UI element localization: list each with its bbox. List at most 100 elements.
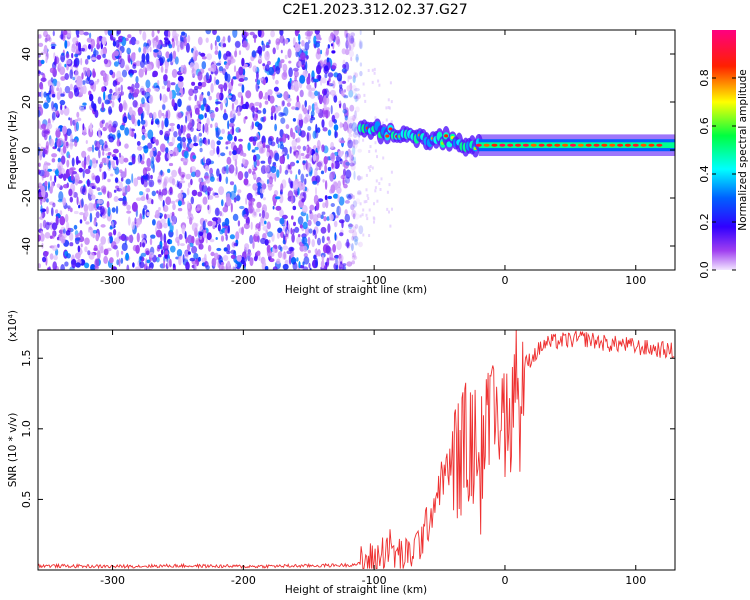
heatmap-noise-cell	[56, 81, 61, 88]
heatmap-noise-cell	[282, 63, 288, 72]
heatmap-noise-cell	[294, 30, 299, 37]
heatmap-noise-cell	[124, 127, 130, 136]
heatmap-x-tick-label: 100	[625, 274, 646, 287]
heatmap-noise-cell	[155, 209, 160, 219]
heatmap-noise-cell	[228, 150, 232, 156]
heatmap-noise-cell	[330, 257, 336, 261]
heatmap-noise-cell	[274, 196, 281, 200]
heatmap-signal-cell	[515, 143, 522, 147]
heatmap-noise-cell	[267, 231, 273, 238]
heatmap-noise-cell	[239, 205, 245, 210]
heatmap-noise-cell	[282, 133, 287, 144]
heatmap-noise-cell	[359, 62, 363, 67]
heatmap-noise-cell	[299, 89, 304, 98]
heatmap-noise-cell	[163, 233, 167, 243]
heatmap-noise-cell	[243, 265, 246, 270]
heatmap-noise-cell	[189, 217, 193, 225]
heatmap-noise-cell	[226, 95, 232, 99]
heatmap-noise-cell	[227, 267, 233, 270]
heatmap-noise-cell	[72, 76, 76, 81]
heatmap-noise-cell	[127, 216, 131, 226]
heatmap-noise-cell	[167, 58, 170, 63]
heatmap-noise-cell	[305, 173, 309, 178]
heatmap-noise-cell	[371, 80, 374, 84]
heatmap-noise-cell	[88, 187, 92, 194]
heatmap-noise-cell	[280, 183, 284, 193]
heatmap-noise-cell	[209, 238, 215, 243]
heatmap-noise-cell	[186, 105, 191, 112]
heatmap-noise-cell	[304, 41, 310, 51]
heatmap-noise-cell	[312, 130, 317, 139]
heatmap-noise-cell	[354, 224, 359, 229]
heatmap-noise-cell	[223, 247, 228, 252]
heatmap-noise-cell	[362, 138, 365, 142]
heatmap-noise-cell	[326, 80, 330, 86]
heatmap-noise-cell	[165, 110, 169, 119]
heatmap-noise-cell	[175, 228, 179, 238]
heatmap-noise-cell	[146, 266, 149, 270]
heatmap-noise-cell	[137, 154, 141, 165]
heatmap-noise-cell	[58, 62, 62, 69]
heatmap-noise-cell	[359, 70, 363, 77]
heatmap-noise-cell	[227, 260, 231, 268]
heatmap-noise-cell	[96, 78, 100, 83]
heatmap-noise-cell	[227, 88, 232, 95]
heatmap-noise-cell	[376, 155, 378, 159]
heatmap-noise-cell	[108, 232, 113, 237]
heatmap-noise-cell	[51, 90, 55, 94]
heatmap-noise-cell	[252, 183, 258, 191]
heatmap-noise-cell	[314, 90, 319, 97]
heatmap-noise-cell	[294, 75, 297, 82]
heatmap-noise-cell	[122, 116, 128, 124]
heatmap-noise-cell	[183, 150, 189, 159]
heatmap-noise-cell	[363, 200, 366, 204]
heatmap-noise-cell	[341, 68, 347, 73]
heatmap-noise-cell	[109, 257, 114, 264]
heatmap-noise-cell	[38, 119, 41, 129]
heatmap-noise-cell	[203, 175, 209, 179]
heatmap-noise-cell	[148, 179, 155, 188]
heatmap-noise-cell	[185, 115, 188, 124]
heatmap-noise-cell	[327, 195, 332, 200]
heatmap-noise-cell	[221, 166, 227, 175]
heatmap-noise-cell	[134, 132, 137, 139]
heatmap-noise-cell	[177, 79, 184, 89]
heatmap-noise-cell	[227, 120, 230, 130]
heatmap-noise-cell	[226, 156, 232, 165]
heatmap-noise-cell	[57, 243, 60, 248]
heatmap-noise-cell	[84, 246, 88, 253]
heatmap-x-tick-label: 0	[501, 274, 508, 287]
heatmap-signal-cell	[483, 143, 490, 147]
heatmap-noise-cell	[338, 100, 341, 105]
heatmap-noise-cell	[349, 150, 354, 159]
colorbar-tick-label: 0.6	[698, 117, 711, 135]
heatmap-noise-cell	[291, 196, 294, 204]
heatmap-noise-cell	[90, 264, 96, 270]
heatmap-noise-cell	[189, 242, 194, 248]
heatmap-noise-cell	[70, 173, 74, 182]
heatmap-noise-cell	[190, 166, 196, 172]
heatmap-noise-cell	[62, 173, 67, 181]
heatmap-noise-cell	[222, 221, 225, 227]
heatmap-noise-cell	[346, 261, 353, 267]
heatmap-noise-cell	[164, 244, 169, 249]
heatmap-noise-cell	[135, 76, 139, 84]
heatmap-noise-cell	[248, 205, 254, 214]
heatmap-noise-cell	[320, 260, 325, 269]
heatmap-noise-cell	[153, 37, 157, 41]
heatmap-noise-cell	[315, 257, 318, 268]
heatmap-noise-cell	[201, 61, 207, 70]
heatmap-noise-cell	[161, 112, 165, 117]
heatmap-noise-cell	[252, 34, 258, 39]
heatmap-noise-cell	[214, 45, 219, 51]
heatmap-noise-cell	[282, 146, 288, 156]
heatmap-noise-cell	[91, 144, 95, 153]
heatmap-noise-cell	[245, 197, 248, 205]
heatmap-noise-cell	[373, 71, 376, 75]
heatmap-noise-cell	[294, 43, 301, 53]
heatmap-noise-cell	[100, 224, 106, 228]
heatmap-noise-cell	[85, 140, 88, 144]
heatmap-noise-cell	[365, 173, 368, 177]
heatmap-noise-cell	[368, 150, 371, 153]
heatmap-signal-cell	[640, 143, 647, 147]
